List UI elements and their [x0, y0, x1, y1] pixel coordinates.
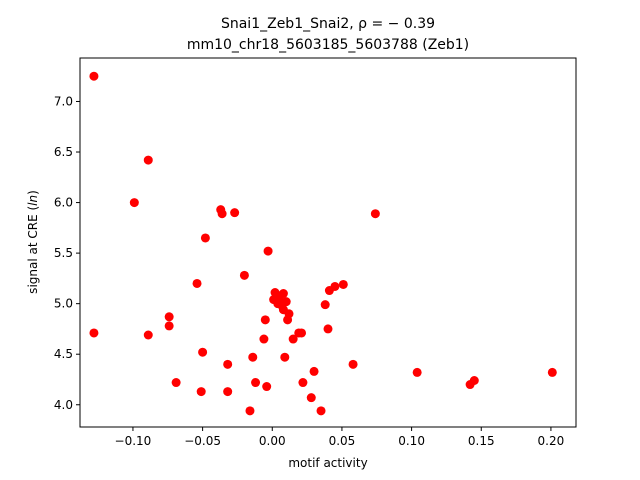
data-point [320, 300, 330, 310]
data-point [260, 315, 270, 325]
chart-title: Snai1_Zeb1_Snai2, ρ = − 0.39 mm10_chr18_… [187, 16, 469, 53]
data-point [248, 352, 258, 362]
data-point [316, 406, 326, 416]
data-point [288, 334, 298, 344]
y-tick-label: 4.5 [54, 347, 73, 361]
data-point [143, 155, 153, 165]
data-point [284, 309, 294, 319]
data-point [164, 312, 174, 322]
y-axis-label: signal at CRE (ln) [26, 190, 40, 294]
data-point [547, 367, 557, 377]
data-point [280, 352, 290, 362]
x-tick-label: 0.05 [329, 434, 356, 448]
data-point [89, 71, 99, 81]
data-point [89, 328, 99, 338]
data-point [230, 208, 240, 218]
y-tick-label: 5.5 [54, 246, 73, 260]
x-axis-ticks: −0.10 −0.05 0.00 0.05 0.10 0.15 0.20 [115, 427, 565, 448]
data-point [143, 330, 153, 340]
data-point [278, 289, 288, 299]
data-point [217, 209, 227, 219]
x-tick-label: −0.10 [115, 434, 152, 448]
data-point [412, 367, 422, 377]
data-point [330, 281, 340, 291]
data-points [89, 71, 557, 416]
data-point [263, 246, 273, 256]
data-point [171, 378, 181, 388]
data-point [370, 209, 380, 219]
data-point [298, 378, 308, 388]
data-point [223, 387, 233, 397]
data-point [338, 279, 348, 289]
data-point [200, 233, 210, 243]
data-point [245, 406, 255, 416]
data-point [309, 366, 319, 376]
data-point [259, 334, 269, 344]
y-tick-label: 6.5 [54, 145, 73, 159]
y-tick-label: 6.0 [54, 196, 73, 210]
y-tick-label: 4.0 [54, 398, 73, 412]
x-tick-label: 0.00 [259, 434, 286, 448]
x-tick-label: 0.15 [468, 434, 495, 448]
x-tick-label: 0.10 [398, 434, 425, 448]
data-point [323, 324, 333, 334]
data-point [281, 297, 291, 307]
x-tick-label: 0.20 [538, 434, 565, 448]
data-point [262, 382, 272, 392]
data-point [297, 328, 307, 338]
data-point [348, 359, 358, 369]
data-point [198, 347, 208, 357]
title-line-2: mm10_chr18_5603185_5603788 (Zeb1) [187, 37, 469, 53]
data-point [306, 393, 316, 403]
data-point [129, 198, 139, 208]
data-point [196, 387, 206, 397]
data-point [164, 321, 174, 331]
data-point [192, 278, 202, 288]
data-point [223, 359, 233, 369]
data-point [239, 270, 249, 280]
y-tick-label: 5.0 [54, 297, 73, 311]
plot-area-frame [79, 57, 577, 428]
data-point [251, 378, 261, 388]
y-axis-ticks: 4.0 4.5 5.0 5.5 6.0 6.5 7.0 [54, 94, 80, 412]
y-tick-label: 7.0 [54, 94, 73, 108]
title-line-1: Snai1_Zeb1_Snai2, ρ = − 0.39 [221, 16, 435, 32]
data-point [469, 375, 479, 385]
x-tick-label: −0.05 [184, 434, 221, 448]
x-axis-label: motif activity [288, 456, 367, 470]
